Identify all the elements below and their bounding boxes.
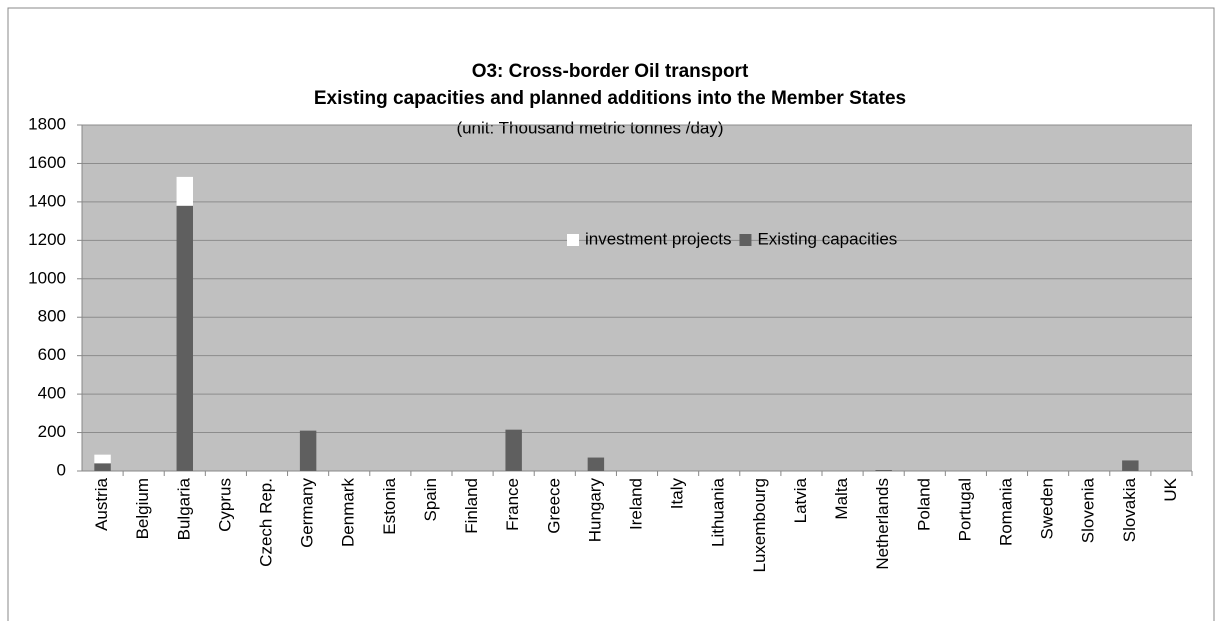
y-tick-label: 400 — [38, 384, 66, 403]
x-tick-label: Greece — [544, 478, 563, 534]
bar-segment — [505, 429, 522, 471]
x-tick-label: Hungary — [585, 478, 604, 543]
bar-segment — [587, 457, 605, 471]
y-tick-label: 600 — [38, 345, 66, 364]
bar-segment — [94, 454, 111, 464]
x-tick-label: Belgium — [133, 478, 152, 539]
bar-segment — [875, 470, 892, 471]
bar-segment — [176, 176, 193, 206]
bar-segment — [94, 463, 111, 471]
chart-subtitle: Existing capacities and planned addition… — [314, 88, 906, 109]
x-tick-label: Latvia — [791, 477, 810, 523]
x-tick-label: Czech Rep. — [256, 478, 275, 567]
bar-segment — [299, 430, 317, 471]
x-tick-label: Luxembourg — [750, 478, 769, 573]
x-tick-label: Finland — [462, 478, 481, 534]
x-tick-label: Malta — [832, 477, 851, 519]
x-tick-label: Sweden — [1038, 478, 1057, 539]
x-tick-label: Germany — [298, 478, 317, 548]
x-tick-label: Romania — [996, 477, 1015, 546]
x-tick-label: Lithuania — [709, 477, 728, 547]
x-tick-label: Spain — [421, 478, 440, 521]
x-tick-label: Ireland — [626, 478, 645, 530]
legend-label: investment projects — [585, 229, 731, 248]
x-tick-label: Austria — [92, 477, 111, 530]
y-tick-label: 1800 — [28, 114, 66, 133]
x-tick-label: Slovakia — [1120, 477, 1139, 542]
y-tick-label: 1000 — [28, 268, 66, 287]
legend-swatch — [567, 234, 579, 246]
unit-note: (unit: Thousand metric tonnes /day) — [456, 118, 723, 137]
y-tick-label: 800 — [38, 307, 66, 326]
legend-swatch — [739, 234, 752, 246]
legend-label: Existing capacities — [757, 229, 897, 248]
plot-area — [82, 125, 1192, 471]
bar-segment — [1122, 460, 1139, 471]
x-tick-label: Estonia — [380, 477, 399, 534]
y-tick-label: 200 — [38, 422, 66, 441]
x-tick-label: Poland — [914, 478, 933, 531]
x-tick-label: Cyprus — [215, 478, 234, 532]
x-tick-label: France — [503, 478, 522, 531]
x-tick-label: Slovenia — [1079, 477, 1098, 543]
y-tick-label: 0 — [57, 460, 66, 479]
y-tick-label: 1200 — [28, 230, 66, 249]
y-tick-label: 1600 — [28, 153, 66, 172]
x-tick-label: Italy — [668, 478, 687, 510]
x-tick-label: Netherlands — [873, 478, 892, 570]
x-tick-label: UK — [1161, 477, 1180, 501]
x-tick-label: Portugal — [955, 478, 974, 541]
x-tick-label: Denmark — [339, 478, 358, 547]
x-tick-label: Bulgaria — [174, 477, 193, 540]
chart-title: O3: Cross-border Oil transport — [472, 61, 749, 82]
y-tick-label: 1400 — [28, 191, 66, 210]
bar-segment — [176, 205, 193, 471]
